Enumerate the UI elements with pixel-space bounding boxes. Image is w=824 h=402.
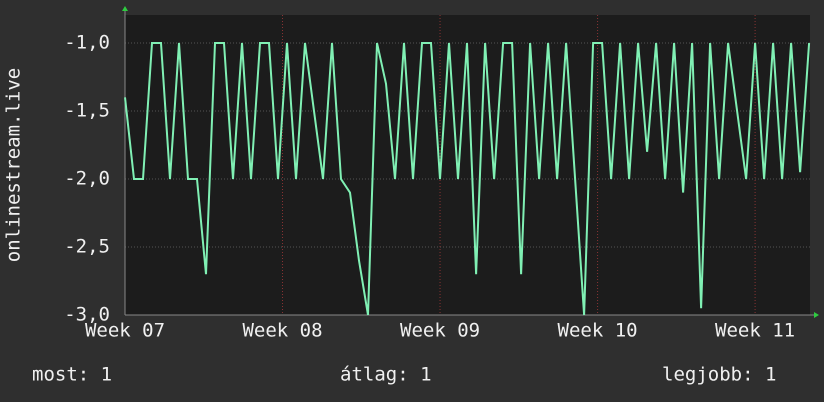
y-tick-label: -2,5 (64, 236, 110, 258)
y-axis-label: onlinestream.live (3, 68, 25, 262)
x-arrow (814, 312, 819, 318)
x-tick-label: Week 11 (715, 320, 795, 342)
y-tick-label: -1,0 (64, 32, 110, 54)
y-tick-label: -3,0 (64, 304, 110, 326)
x-tick-label: Week 10 (558, 320, 638, 342)
stat-avg: átlag: 1 (340, 364, 432, 386)
y-tick-label: -1,5 (64, 100, 110, 122)
y-tick-label: -2,0 (64, 168, 110, 190)
stat-best: legjobb: 1 (662, 364, 776, 386)
stat-now: most: 1 (32, 364, 112, 386)
x-tick-label: Week 09 (400, 320, 480, 342)
data-line (124, 42, 811, 316)
y-arrow (122, 6, 128, 11)
x-tick-label: Week 07 (85, 320, 165, 342)
x-tick-label: Week 08 (242, 320, 322, 342)
